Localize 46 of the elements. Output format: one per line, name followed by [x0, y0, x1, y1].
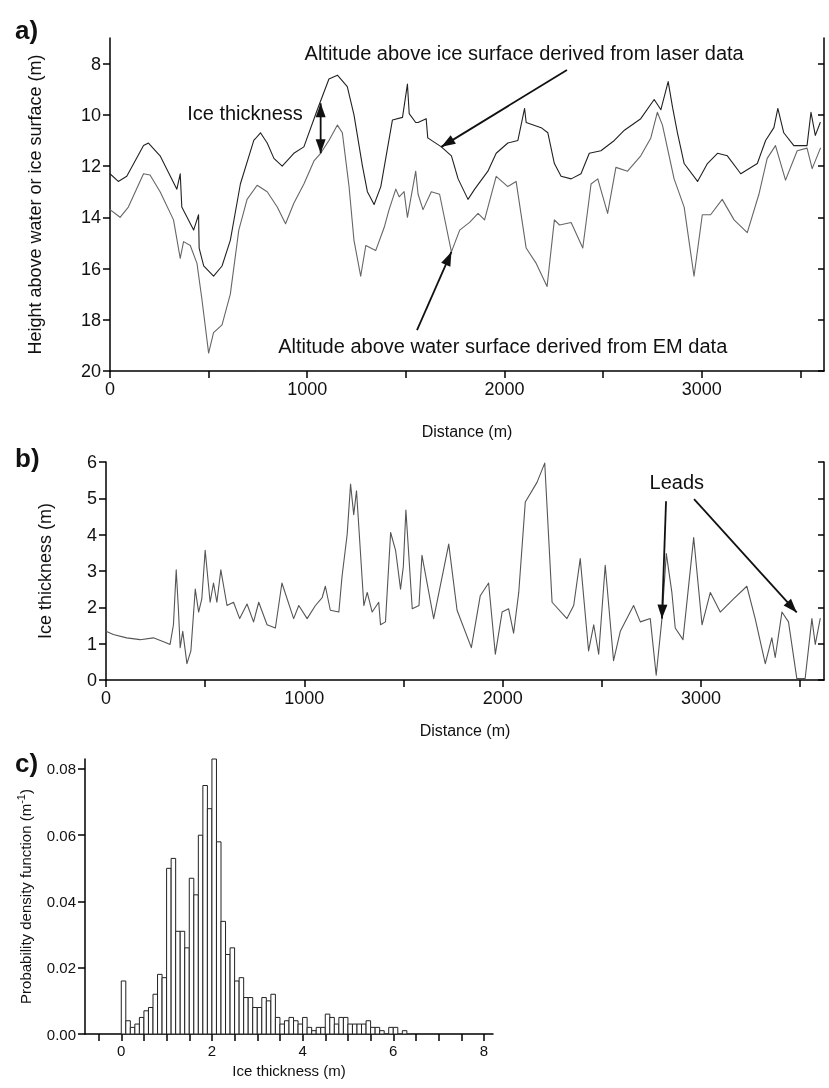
x-tick-label: 1000: [284, 688, 325, 708]
x-tick-label: 2: [207, 1042, 217, 1059]
y-tick-label: 0.02: [46, 959, 76, 977]
y-tick-label: 0.08: [46, 760, 76, 778]
y-axis-title: Probability density function (m-1): [14, 789, 34, 1004]
y-tick-label: 6: [86, 452, 97, 472]
x-tick-label: 0: [104, 379, 116, 399]
annotation: Altitude above water surface derived from EM data: [278, 335, 729, 358]
x-tick-label: 3000: [681, 379, 722, 399]
x-tick-label: 3000: [681, 688, 722, 708]
x-tick-label: 6: [389, 1042, 398, 1059]
x-tick-label: 2000: [482, 688, 523, 708]
y-tick-label: 0: [86, 670, 97, 690]
x-axis-title: Distance (m): [419, 721, 511, 739]
chart-title: b): [15, 443, 40, 473]
y-tick-label: 16: [80, 258, 101, 279]
y-tick-label: 1: [86, 633, 97, 654]
y-axis-title: Height above water or ice surface (m): [25, 54, 45, 355]
y-tick-label: 0.00: [46, 1025, 76, 1043]
annotation: Altitude above ice surface derived from laser data: [304, 41, 745, 64]
x-tick-label: 8: [479, 1042, 489, 1059]
y-tick-label: 3: [86, 561, 97, 581]
x-tick-label: 2000: [484, 379, 525, 399]
y-tick-label: 10: [80, 104, 101, 125]
x-tick-label: 4: [298, 1042, 307, 1059]
y-tick-label: 0.06: [46, 826, 76, 844]
y-tick-label: 8: [90, 53, 101, 74]
y-axis-title: Ice thickness (m): [35, 502, 55, 640]
y-tick-label: 4: [86, 524, 97, 545]
y-tick-label: 2: [86, 597, 97, 618]
annotation: Leads: [649, 470, 705, 493]
annotation: Ice thickness: [187, 101, 303, 124]
chart-title: a): [15, 15, 39, 45]
line-series: [109, 74, 821, 277]
y-tick-label: 14: [80, 207, 101, 228]
y-tick-label: 12: [80, 156, 101, 177]
y-tick-label: 18: [80, 309, 101, 330]
y-tick-label: 20: [80, 361, 101, 381]
x-tick-label: 1000: [287, 379, 328, 399]
x-axis-title: Distance (m): [421, 422, 513, 440]
y-tick-label: 0.04: [46, 892, 76, 910]
line-series: [105, 462, 821, 680]
y-tick-label: 5: [86, 488, 97, 509]
chart-title: c): [15, 748, 39, 778]
x-tick-label: 0: [117, 1042, 126, 1059]
x-axis-title: Ice thickness (m): [232, 1061, 346, 1079]
